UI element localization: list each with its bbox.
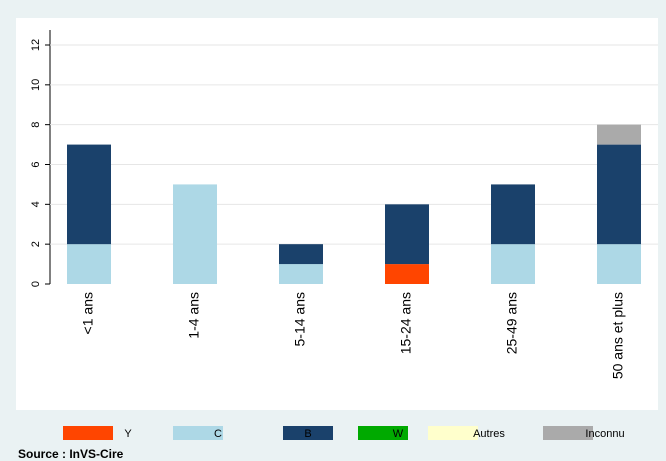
legend-label: B (304, 428, 311, 440)
x-tick-label: 50 ans et plus (610, 292, 626, 379)
x-tick-label: <1 ans (80, 292, 96, 334)
legend-label: Y (124, 428, 132, 440)
bar-segment (279, 244, 323, 265)
bar-segment (491, 184, 535, 245)
x-tick-label: 5-14 ans (292, 292, 308, 346)
y-tick-label: 6 (30, 161, 42, 167)
legend-swatch (428, 426, 478, 440)
x-tick-label: 15-24 ans (398, 292, 414, 354)
legend-swatch (543, 426, 593, 440)
y-tick-label: 2 (30, 241, 42, 247)
bar-segment (597, 144, 641, 245)
legend-swatch (63, 426, 113, 440)
y-tick-label: 10 (30, 79, 42, 91)
y-tick-label: 0 (30, 281, 42, 287)
bar-segment (491, 244, 535, 284)
y-tick-label: 12 (30, 39, 42, 51)
legend-label: Inconnu (585, 428, 624, 440)
bar-segment (597, 244, 641, 284)
legend-label: W (393, 428, 404, 440)
y-tick-label: 8 (30, 122, 42, 128)
plot-panel (16, 18, 658, 410)
x-tick-label: 25-49 ans (504, 292, 520, 354)
legend-swatch (283, 426, 333, 440)
bar-segment (385, 264, 429, 284)
legend-swatch (358, 426, 408, 440)
bar-segment (173, 184, 217, 284)
bar-segment (67, 144, 111, 245)
y-tick-label: 4 (30, 201, 42, 207)
legend-label: C (214, 428, 222, 440)
bar-segment (385, 204, 429, 265)
bar-segment (597, 124, 641, 145)
source: Source : InVS-Cire (18, 447, 124, 461)
x-tick-label: 1-4 ans (186, 292, 202, 339)
bar-segment (67, 244, 111, 284)
legend-label: Autres (473, 428, 505, 440)
legend-swatch (173, 426, 223, 440)
bar-segment (279, 264, 323, 284)
